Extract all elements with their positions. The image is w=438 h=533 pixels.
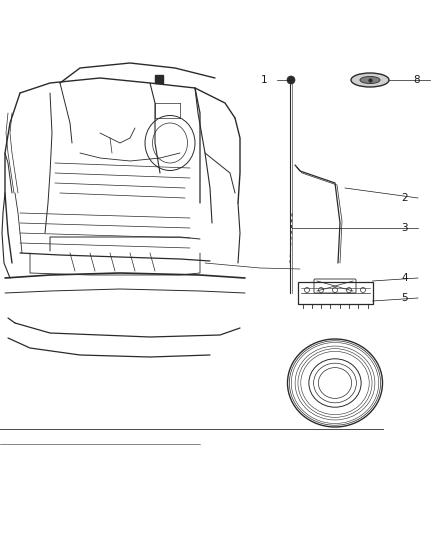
- Text: 2: 2: [401, 193, 408, 203]
- Bar: [297, 282, 372, 304]
- Ellipse shape: [351, 73, 389, 87]
- Bar: [155, 75, 163, 83]
- Text: 5: 5: [401, 293, 408, 303]
- Text: 4: 4: [401, 273, 408, 283]
- Text: 3: 3: [401, 223, 408, 233]
- Circle shape: [287, 76, 295, 84]
- Text: 1: 1: [260, 75, 267, 85]
- Text: 8: 8: [413, 75, 420, 85]
- Ellipse shape: [360, 77, 380, 84]
